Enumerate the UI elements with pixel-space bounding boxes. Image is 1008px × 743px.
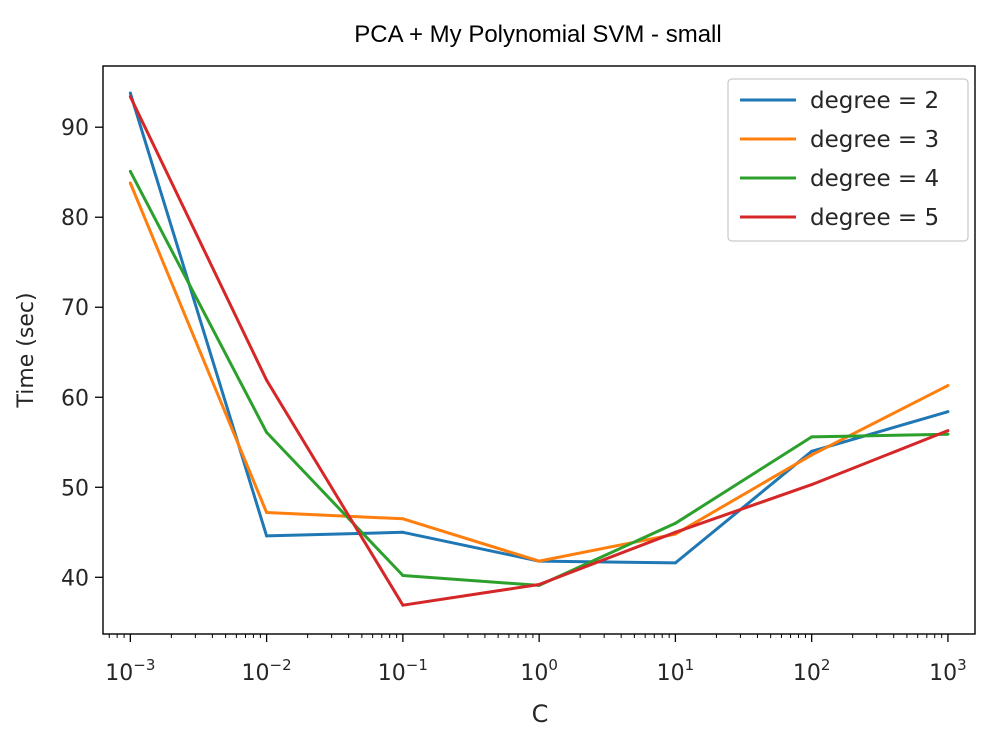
plot-frame	[102, 65, 976, 635]
x-axis-label: C	[532, 700, 549, 728]
data-point	[401, 530, 405, 534]
data-point	[946, 410, 950, 414]
data-point	[401, 517, 405, 521]
data-point	[265, 378, 269, 382]
x-tick-label: 10−1	[378, 656, 428, 686]
legend-label: degree = 5	[810, 205, 939, 231]
x-tick-label: 10−2	[242, 656, 292, 686]
data-point	[810, 483, 814, 487]
chart-title: PCA + My Polynomial SVM - small	[354, 21, 721, 48]
data-point	[265, 534, 269, 538]
data-point	[946, 429, 950, 433]
data-point	[265, 430, 269, 434]
y-tick-label: 60	[61, 386, 89, 411]
y-tick-label: 40	[61, 566, 89, 591]
ticks-layer: 10−3 10−2 10−1 100 101 102 103 40 50 60 70 80 90	[61, 116, 967, 686]
data-point	[810, 435, 814, 439]
data-point	[673, 521, 677, 525]
legend-label: degree = 4	[810, 166, 939, 192]
data-point	[946, 384, 950, 388]
x-tick-label: 10−3	[105, 656, 155, 686]
data-point	[537, 582, 541, 586]
data-point	[128, 169, 132, 173]
y-tick-label: 90	[61, 116, 89, 141]
data-point	[128, 91, 132, 95]
legend-box	[727, 78, 969, 242]
legend-label: degree = 3	[810, 127, 939, 153]
lines-layer	[128, 91, 950, 607]
legend: degree = 2 degree = 3 degree = 4 degree = 5	[727, 78, 969, 242]
y-tick-label: 70	[61, 296, 89, 321]
data-point	[946, 432, 950, 436]
data-point	[673, 561, 677, 565]
data-point	[128, 95, 132, 99]
x-tick-label: 101	[657, 656, 695, 686]
y-tick-label: 80	[61, 206, 89, 231]
data-point	[265, 510, 269, 514]
x-tick-label: 102	[793, 656, 831, 686]
legend-label: degree = 2	[810, 88, 939, 114]
data-point	[401, 603, 405, 607]
x-tick-label: 100	[520, 656, 558, 686]
data-point	[537, 559, 541, 563]
data-point	[128, 181, 132, 185]
data-point	[401, 573, 405, 577]
y-axis-label: Time (sec)	[14, 292, 39, 408]
y-tick-label: 50	[61, 476, 89, 501]
data-point	[810, 453, 814, 457]
data-point	[673, 530, 677, 534]
x-tick-label: 103	[929, 656, 967, 686]
data-point	[810, 449, 814, 453]
